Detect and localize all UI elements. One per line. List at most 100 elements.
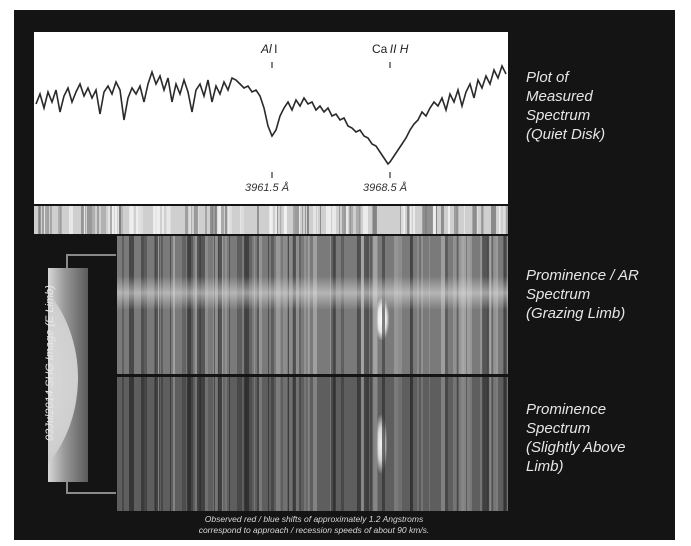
spectral-band	[188, 206, 192, 234]
spectral-band	[220, 206, 224, 234]
spectral-band	[440, 206, 445, 234]
spectral-band	[152, 206, 157, 234]
spectral-band	[294, 206, 299, 234]
wavelength-label-ca: 3968.5 Å	[363, 182, 408, 194]
spectral-band	[416, 377, 422, 511]
figure-frame: Al I Ca II H 3961.5 Å 3968.5 Å 03Jul2014…	[14, 10, 675, 540]
spectral-band	[400, 206, 405, 234]
spectral-band	[440, 377, 445, 511]
spectral-band	[313, 206, 317, 234]
spectral-band	[118, 206, 124, 234]
spectral-band	[152, 206, 155, 234]
spectral-band	[101, 206, 106, 234]
measured-spectrum-plot: Al I Ca II H 3961.5 Å 3968.5 Å	[34, 32, 508, 204]
spectral-band	[204, 377, 208, 511]
spectral-band	[306, 206, 310, 234]
label-prominence-ar-line-3: (Grazing Limb)	[526, 305, 626, 322]
spectral-band	[120, 206, 124, 234]
spectral-band	[481, 377, 487, 511]
spectral-band	[135, 206, 141, 234]
label-prominence-limb-line-3: (Slightly Above	[526, 439, 626, 456]
spectral-band	[397, 377, 403, 511]
label-prominence-limb-line-4: Limb)	[526, 458, 564, 475]
spectral-band	[495, 377, 498, 511]
spectral-band	[431, 206, 437, 234]
spectral-band	[448, 206, 451, 234]
spectral-band	[283, 377, 288, 511]
wavelength-label-al: 3961.5 Å	[245, 182, 290, 194]
spectral-band	[42, 206, 45, 234]
spectral-band	[329, 377, 331, 511]
spectral-band	[110, 206, 113, 234]
spectral-band	[294, 377, 300, 511]
label-measured-line-4: (Quiet Disk)	[526, 126, 606, 143]
spectral-band	[338, 206, 340, 234]
spectral-band	[96, 206, 100, 234]
spectral-band	[421, 206, 426, 234]
spectral-band	[172, 377, 175, 511]
spectral-band	[268, 377, 270, 511]
spectral-band	[276, 377, 281, 511]
spectral-band	[452, 377, 458, 511]
spectral-band	[154, 377, 156, 511]
spectral-band	[280, 206, 286, 234]
spectral-band	[430, 206, 433, 234]
footnote: Observed red / blue shifts of approximat…	[114, 514, 514, 536]
spectral-band	[333, 377, 335, 511]
ca-element: Ca	[372, 42, 388, 56]
spectral-band	[308, 377, 310, 511]
spectral-band	[373, 206, 377, 234]
spectral-band	[381, 377, 386, 511]
spectral-band	[304, 206, 307, 234]
spectral-band	[240, 206, 244, 234]
spectral-band	[228, 377, 231, 511]
spectrum-curve-svg	[35, 62, 507, 178]
spectral-band	[331, 206, 337, 234]
spectral-band	[217, 206, 221, 234]
label-measured-line-1: Plot of	[526, 69, 569, 86]
spectral-band	[331, 377, 335, 511]
spectral-band	[58, 206, 62, 234]
spectral-band	[299, 377, 302, 511]
spectral-band	[224, 206, 227, 234]
spectral-band	[107, 206, 110, 234]
spectral-band	[463, 206, 465, 234]
limb-bright-band	[117, 276, 508, 310]
spectral-band	[410, 377, 414, 511]
spectral-band	[271, 377, 274, 511]
spectral-band	[356, 206, 361, 234]
spectral-band	[481, 206, 483, 234]
spectral-band	[333, 377, 337, 511]
spectral-band	[359, 377, 364, 511]
spectral-band	[476, 206, 478, 234]
spectral-band	[373, 377, 378, 511]
spectral-band	[274, 206, 278, 234]
spectral-band	[288, 377, 292, 511]
footnote-line-1: Observed red / blue shifts of approximat…	[204, 514, 424, 524]
spectral-band	[343, 206, 346, 234]
spectral-band	[191, 206, 193, 234]
label-prominence-limb-spectrum: Prominence Spectrum (Slightly Above Limb…	[526, 400, 671, 476]
spectral-band	[200, 377, 205, 511]
al-ion: I	[274, 42, 278, 56]
spectral-band	[204, 206, 208, 234]
spectral-band	[154, 377, 158, 511]
spectral-band	[349, 206, 353, 234]
label-prominence-ar-line-2: Spectrum	[526, 286, 591, 303]
spectrum-strip-image	[34, 206, 508, 234]
spectral-band	[316, 206, 319, 234]
spectral-band	[212, 377, 214, 511]
spectral-band	[214, 206, 218, 234]
spectral-band	[130, 206, 135, 234]
spectral-band	[428, 377, 431, 511]
spectral-band	[340, 377, 345, 511]
spectral-band	[301, 206, 304, 234]
al-line-label: Al I	[261, 42, 277, 56]
spectral-band	[166, 206, 171, 234]
spectral-band	[277, 206, 282, 234]
al-element: Al	[261, 42, 272, 56]
spectral-band	[140, 377, 145, 511]
spectral-band	[222, 377, 225, 511]
spectral-band	[506, 206, 508, 234]
spectral-band	[81, 206, 84, 234]
